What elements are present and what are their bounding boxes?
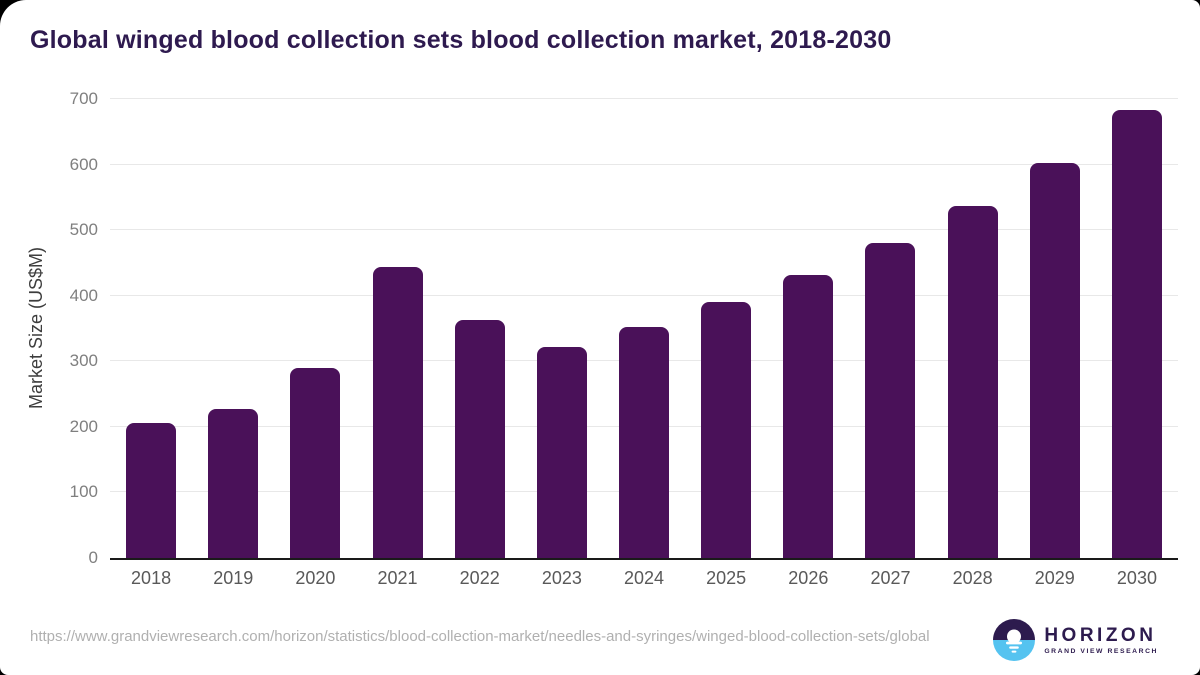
bar-band-2023 bbox=[521, 99, 603, 558]
horizon-logo: HORIZON GRAND VIEW RESEARCH bbox=[993, 619, 1158, 661]
bar-band-2020 bbox=[274, 99, 356, 558]
bar-2028 bbox=[947, 205, 998, 558]
y-axis-ticks: 0 100 200 300 400 500 600 700 bbox=[0, 89, 98, 567]
chart-title: Global winged blood collection sets bloo… bbox=[30, 26, 892, 54]
logo-text: HORIZON GRAND VIEW RESEARCH bbox=[1044, 626, 1158, 655]
bar-band-2021 bbox=[356, 99, 438, 558]
gridline-500 bbox=[110, 229, 1178, 231]
bar-2022 bbox=[454, 319, 505, 558]
bar-2021 bbox=[372, 266, 423, 558]
y-tick-400: 400 bbox=[69, 285, 98, 305]
horizon-sunset-circle-icon bbox=[993, 619, 1036, 661]
y-tick-200: 200 bbox=[69, 416, 98, 436]
bar-2030 bbox=[1111, 109, 1162, 558]
bar-band-2022 bbox=[439, 99, 521, 558]
bar-2019 bbox=[208, 409, 259, 558]
bar-band-2024 bbox=[603, 99, 685, 558]
x-axis-labels: 2018 2019 2020 2021 2022 2023 2024 2025 2026 2027… bbox=[110, 568, 1178, 589]
logo-subtitle: GRAND VIEW RESEARCH bbox=[1044, 647, 1158, 655]
x-label-2027: 2027 bbox=[870, 568, 911, 588]
bar-band-2026 bbox=[767, 99, 849, 558]
y-tick-300: 300 bbox=[69, 351, 98, 371]
bar-band-2027 bbox=[849, 99, 931, 558]
source-url: https://www.grandviewresearch.com/horizo… bbox=[30, 628, 930, 645]
x-label-2028: 2028 bbox=[952, 568, 993, 588]
bar-2027 bbox=[865, 243, 916, 558]
bar-2023 bbox=[536, 346, 587, 558]
bar-band-2019 bbox=[192, 99, 274, 558]
y-tick-0: 0 bbox=[88, 548, 98, 567]
y-tick-700: 700 bbox=[69, 89, 98, 108]
x-label-2025: 2025 bbox=[706, 568, 747, 588]
bar-2025 bbox=[701, 302, 752, 558]
bar-band-2028 bbox=[932, 99, 1014, 558]
x-label-2030: 2030 bbox=[1116, 568, 1157, 588]
bar-band-2025 bbox=[685, 99, 767, 558]
bar-2029 bbox=[1029, 163, 1080, 558]
bar-2026 bbox=[783, 275, 834, 558]
x-label-2029: 2029 bbox=[1034, 568, 1075, 588]
x-label-2019: 2019 bbox=[213, 568, 254, 588]
bar-band-2030 bbox=[1096, 99, 1178, 558]
y-tick-500: 500 bbox=[69, 220, 98, 240]
bar-2018 bbox=[126, 422, 177, 558]
x-label-2018: 2018 bbox=[131, 568, 172, 588]
bar-2020 bbox=[290, 367, 341, 558]
x-label-2020: 2020 bbox=[295, 568, 336, 588]
bar-band-2018 bbox=[110, 99, 192, 558]
x-label-2026: 2026 bbox=[788, 568, 829, 588]
x-label-2023: 2023 bbox=[541, 568, 582, 588]
bar-2024 bbox=[619, 327, 670, 558]
plot-area bbox=[110, 98, 1178, 560]
x-label-2021: 2021 bbox=[377, 568, 418, 588]
x-label-2022: 2022 bbox=[459, 568, 500, 588]
gridline-700 bbox=[110, 98, 1178, 99]
logo-name: HORIZON bbox=[1044, 624, 1157, 646]
gridline-400 bbox=[110, 294, 1178, 296]
x-label-2024: 2024 bbox=[623, 568, 665, 588]
gridline-600 bbox=[110, 163, 1178, 165]
bar-series bbox=[110, 99, 1178, 558]
y-tick-600: 600 bbox=[69, 154, 98, 174]
bar-band-2029 bbox=[1014, 99, 1096, 558]
y-tick-100: 100 bbox=[69, 482, 98, 502]
